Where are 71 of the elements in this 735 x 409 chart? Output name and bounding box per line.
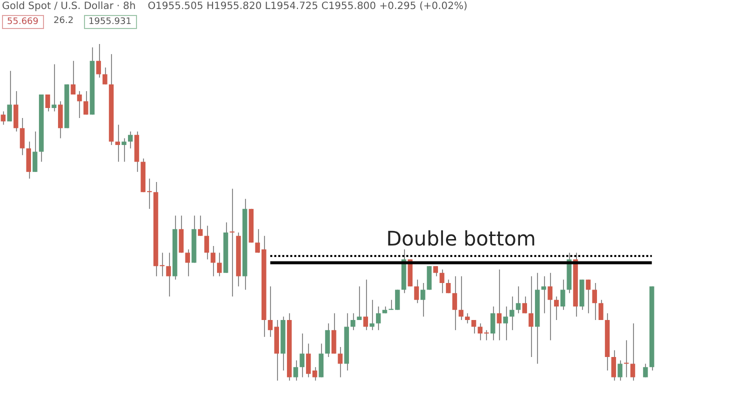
candlestick — [20, 118, 25, 156]
candlestick — [122, 138, 126, 162]
candlestick — [496, 269, 502, 341]
candlestick — [128, 131, 133, 149]
candlestick — [433, 266, 438, 277]
candlestick — [185, 248, 190, 277]
candlestick — [503, 306, 508, 341]
candlestick — [77, 90, 82, 119]
candlestick — [204, 225, 210, 260]
candlestick — [452, 276, 458, 331]
candlestick — [528, 276, 534, 358]
candlestick — [426, 266, 432, 290]
candlestick — [446, 279, 451, 294]
candlestick — [338, 346, 343, 378]
candlestick — [643, 363, 648, 378]
candlestick — [52, 64, 56, 112]
candlestick — [300, 332, 304, 378]
candlestick — [420, 282, 426, 318]
candlestick — [70, 60, 76, 95]
candlestick — [510, 296, 514, 331]
candlestick — [198, 215, 203, 236]
candlestick — [325, 322, 330, 358]
candlestick — [217, 252, 222, 277]
candlestick — [554, 296, 559, 321]
candlestick — [586, 279, 591, 314]
candlestick — [370, 299, 374, 331]
candlestick — [7, 70, 12, 122]
candlestick — [630, 322, 636, 382]
candlestick — [560, 279, 566, 310]
candlestick — [548, 272, 552, 341]
candlestick — [471, 320, 476, 334]
candlestick — [318, 343, 324, 378]
candlestick — [363, 279, 368, 331]
candlestick — [96, 44, 101, 78]
candlestick — [598, 299, 604, 321]
candlestick — [356, 286, 362, 321]
candlestick — [58, 100, 63, 139]
candlestick — [592, 282, 597, 321]
annotation: Double bottom — [386, 226, 536, 250]
candlestick — [45, 94, 50, 112]
candlestick — [26, 141, 31, 180]
candlestick — [611, 350, 616, 382]
chart-title: Gold Spot / U.S. Dollar · 8h — [2, 1, 136, 12]
candlestick — [166, 252, 171, 297]
candlestick — [83, 90, 88, 116]
candlestick — [440, 269, 444, 294]
candlestick — [618, 360, 622, 382]
candlestick — [178, 215, 184, 254]
candlestick — [624, 340, 629, 378]
text: 55.669 — [2, 15, 44, 29]
text: 26.2 — [52, 15, 75, 28]
candlestick — [516, 286, 521, 314]
candlestick — [414, 279, 419, 304]
text: O1955.505 H1955.820 L1954.725 C1955.800 +0.295 (+0.02%) — [148, 1, 468, 12]
candlestick — [331, 312, 336, 354]
candlestick — [102, 67, 108, 85]
candlestick — [490, 306, 496, 341]
candlestick — [522, 296, 528, 314]
candlestick — [376, 306, 381, 331]
candlestick — [350, 312, 356, 331]
candlestick — [458, 276, 464, 321]
candlestick — [210, 245, 216, 277]
candlestick — [230, 188, 234, 297]
candlestick — [0, 110, 6, 126]
candlestick — [14, 90, 18, 132]
candlestick — [465, 312, 470, 324]
candlestick — [115, 124, 120, 162]
candlestick — [32, 131, 38, 172]
candlestick — [293, 360, 298, 382]
candlestick — [160, 252, 165, 277]
text: 1955.931 — [84, 15, 136, 29]
